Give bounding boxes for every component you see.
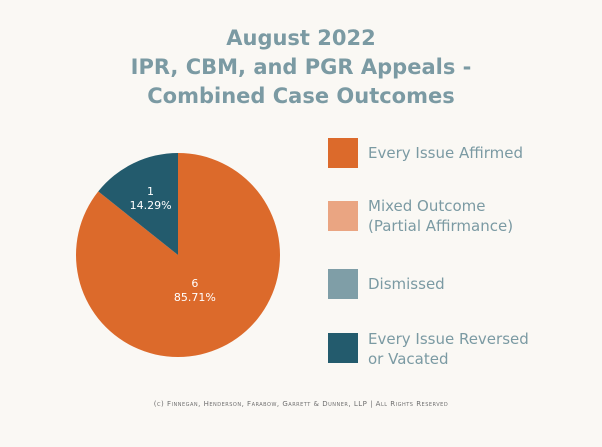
copyright-footer: (c) Finnegan, Henderson, Farabow, Garret… <box>153 400 449 408</box>
legend-label-mixed-outcome: Mixed Outcome (Partial Affirmance) <box>368 197 514 235</box>
chart-title-line-2: IPR, CBM, and PGR Appeals - <box>130 55 472 79</box>
legend-swatch-dismissed <box>328 269 358 299</box>
chart-title-line-3: Combined Case Outcomes <box>147 84 455 108</box>
slice-percent-label-every-issue-reversed-or-vacated: 14.29% <box>130 199 172 212</box>
legend-label-every-issue-reversed: Every Issue Reversed or Vacated <box>368 330 529 368</box>
slice-count-label-every-issue-reversed-or-vacated: 1 <box>147 185 154 198</box>
legend-swatch-every-issue-affirmed <box>328 138 358 168</box>
legend-swatch-every-issue-reversed <box>328 333 358 363</box>
legend-swatch-mixed-outcome <box>328 201 358 231</box>
chart-title-line-1: August 2022 <box>226 26 376 50</box>
chart-title: August 2022 IPR, CBM, and PGR Appeals - … <box>0 24 602 111</box>
slice-count-label-every-issue-affirmed: 6 <box>191 277 198 290</box>
pie-slice-every-issue-reversed-or-vacated <box>98 153 178 255</box>
legend-label-every-issue-affirmed: Every Issue Affirmed <box>368 144 523 162</box>
legend-label-dismissed: Dismissed <box>368 275 445 293</box>
slice-percent-label-every-issue-affirmed: 85.71% <box>174 291 216 304</box>
